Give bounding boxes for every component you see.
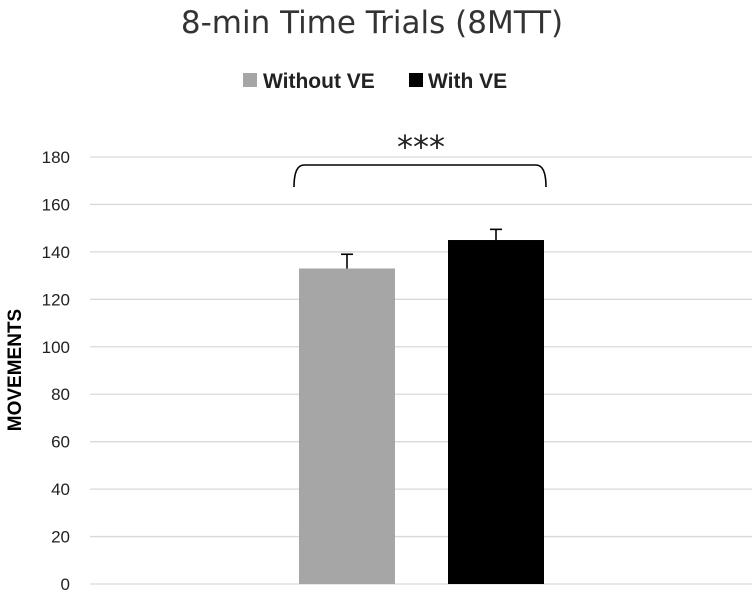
- y-tick-label: 80: [51, 385, 70, 404]
- y-axis-label: MOVEMENTS: [5, 309, 26, 431]
- error-bars: [341, 228, 502, 269]
- y-tick-label: 0: [61, 575, 70, 592]
- bracket-line: [293, 164, 547, 188]
- y-tick-labels: 0 20 40 60 80 100 120 140 160 180: [42, 148, 70, 592]
- legend-label-with-ve: With VE: [428, 70, 507, 93]
- y-tick-label: 100: [42, 338, 70, 357]
- legend: Without VE With VE: [243, 70, 507, 93]
- bars: [299, 240, 544, 584]
- bar-without-ve: [299, 268, 395, 584]
- significance-bracket: ***: [293, 128, 547, 188]
- bar-with-ve: [448, 240, 544, 584]
- y-tick-label: 40: [51, 480, 70, 499]
- y-tick-label: 180: [42, 148, 70, 167]
- y-tick-label: 60: [51, 433, 70, 452]
- y-tick-label: 160: [42, 195, 70, 214]
- y-tick-label: 120: [42, 290, 70, 309]
- gridlines: [90, 156, 752, 585]
- chart-title: 8-min Time Trials (8MTT): [181, 5, 563, 41]
- legend-label-without-ve: Without VE: [263, 70, 375, 93]
- significance-label: ***: [397, 128, 445, 166]
- y-tick-label: 20: [51, 528, 70, 547]
- legend-swatch-with-ve: [409, 73, 423, 87]
- legend-swatch-without-ve: [243, 73, 257, 87]
- y-tick-label: 140: [42, 243, 70, 262]
